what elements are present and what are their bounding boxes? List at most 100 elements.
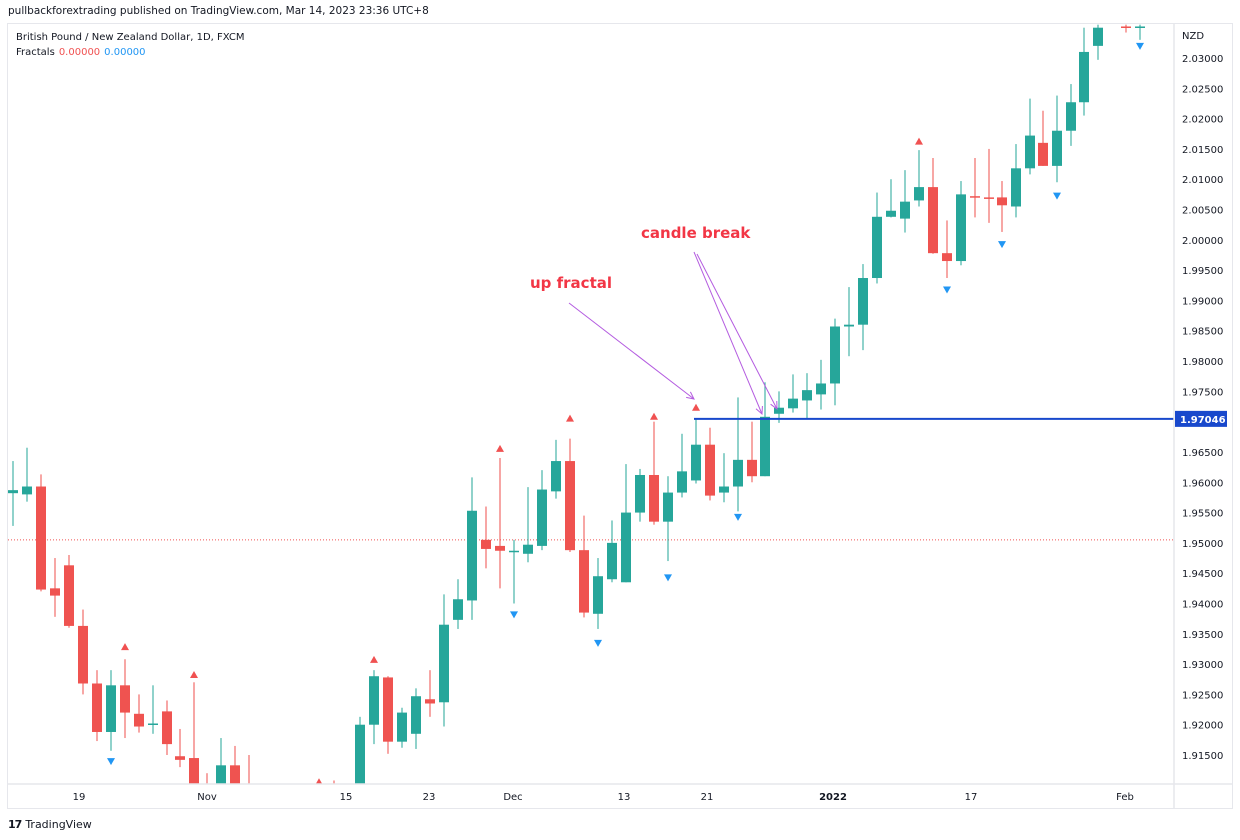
candle[interactable] [355,716,365,789]
candle[interactable] [565,438,575,552]
arrowhead-icon [755,405,763,416]
candle[interactable] [162,700,172,756]
candle[interactable] [411,688,421,749]
candle[interactable] [663,476,673,562]
tradingview-brand[interactable]: 17 TradingView [8,818,92,831]
price-tick-label: 1.99500 [1182,266,1223,277]
price-tick-label: 1.91500 [1182,751,1223,762]
candle[interactable] [956,181,966,266]
candle[interactable] [120,659,130,739]
candle[interactable] [900,170,910,233]
candle[interactable] [216,738,226,788]
candle[interactable] [425,670,435,717]
candle[interactable] [1038,110,1048,166]
candle[interactable] [64,555,74,628]
candle[interactable] [984,148,994,223]
candle[interactable] [175,728,185,768]
candle[interactable] [1025,98,1035,175]
symbol-title: British Pound / New Zealand Dollar, 1D, … [16,32,245,43]
candle[interactable] [495,458,505,589]
time-tick-label: 13 [618,792,631,803]
annotation-label[interactable]: candle break [641,224,751,242]
price-tick-label: 1.98500 [1182,327,1223,338]
candle[interactable] [439,594,449,727]
candle[interactable] [788,374,798,413]
candle[interactable] [383,676,393,754]
candle[interactable] [36,474,46,592]
candle[interactable] [914,150,924,207]
candle[interactable] [329,780,339,788]
candle[interactable] [1011,144,1021,218]
price-tick-label: 1.92000 [1182,721,1223,732]
candle[interactable] [677,433,687,498]
candle[interactable] [148,685,158,734]
candle[interactable] [649,421,659,525]
candle[interactable] [78,609,88,695]
candle[interactable] [1121,24,1131,33]
candle[interactable] [760,382,770,477]
candle[interactable] [830,318,840,406]
candle[interactable] [816,359,826,410]
candle[interactable] [202,773,212,791]
price-tick-label: 2.03000 [1182,54,1223,65]
candle[interactable] [509,539,519,604]
candle[interactable] [467,477,477,620]
candle[interactable] [1093,24,1103,60]
candle[interactable] [719,453,729,503]
candle[interactable] [747,421,757,483]
candle[interactable] [50,558,60,617]
candle[interactable] [369,670,379,745]
candle[interactable] [802,373,812,419]
candle[interactable] [551,439,561,499]
candle[interactable] [189,682,199,788]
brand-name: TradingView [25,818,92,831]
candle[interactable] [453,579,463,629]
price-pane[interactable]: up fractal candle break [8,24,1174,792]
candle[interactable] [1066,84,1076,146]
candle[interactable] [230,745,240,788]
candle[interactable] [872,192,882,284]
candle[interactable] [579,515,589,618]
candle[interactable] [523,487,533,563]
candle[interactable] [397,707,407,748]
candle[interactable] [106,670,116,751]
fractal-down-icon [107,758,115,766]
candle[interactable] [970,158,980,218]
candle[interactable] [537,470,547,551]
candle[interactable] [733,397,743,512]
candle[interactable] [705,427,715,501]
candle[interactable] [844,287,854,357]
price-tick-label: 2.00000 [1182,236,1223,247]
candle[interactable] [134,694,144,733]
candle[interactable] [1052,95,1062,183]
candle[interactable] [942,220,952,279]
candle[interactable] [481,506,491,569]
price-tick-label: 1.96500 [1182,448,1223,459]
annotation-label[interactable]: up fractal [530,274,612,292]
candle[interactable] [928,158,938,254]
candle[interactable] [858,264,868,351]
candle[interactable] [92,670,102,742]
candle[interactable] [621,464,631,583]
annotation-arrow[interactable] [696,253,778,410]
candle[interactable] [774,391,784,423]
time-tick-label: Feb [1116,792,1134,803]
candle[interactable] [22,447,32,502]
annotation-arrow[interactable] [693,251,763,415]
fractal-up-icon [566,414,574,422]
candle[interactable] [1135,24,1145,40]
annotation-arrow[interactable] [568,302,695,400]
level-price-badge [1175,410,1227,427]
candle[interactable] [886,179,896,218]
candle[interactable] [244,755,254,788]
candle[interactable] [691,418,701,484]
candle[interactable] [8,461,18,526]
candle[interactable] [997,181,1007,232]
candle[interactable] [593,558,603,629]
price-tick-label: 1.98000 [1182,357,1223,368]
arrowhead-icon [770,400,778,411]
candle[interactable] [607,520,617,583]
candle[interactable] [635,468,645,522]
candle[interactable] [1079,27,1089,116]
